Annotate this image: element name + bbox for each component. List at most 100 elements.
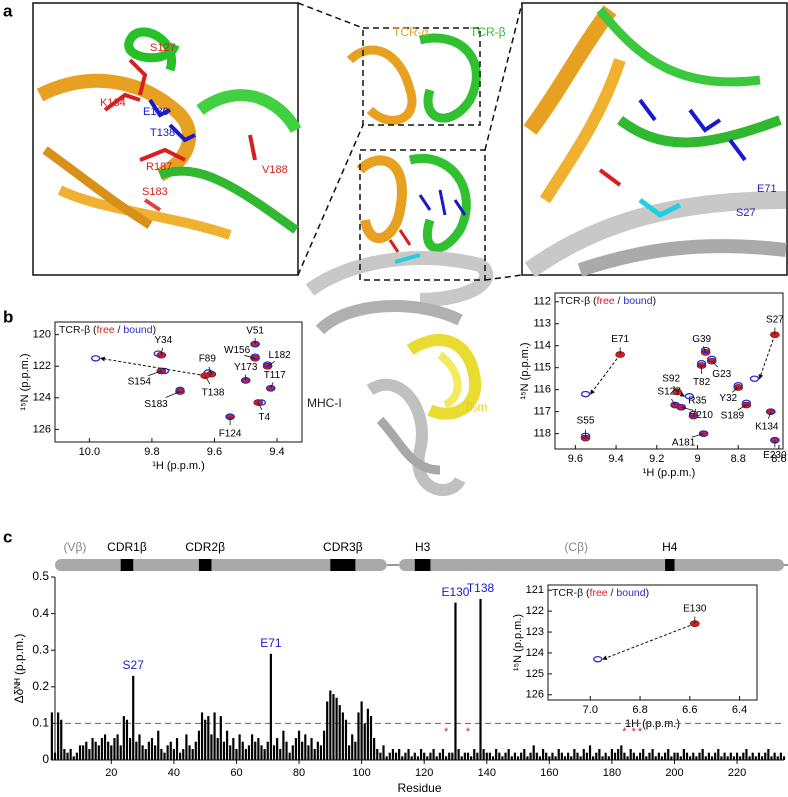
- bar: [103, 734, 107, 760]
- spectrum-title: TCR-β (free / bound): [559, 295, 656, 307]
- peak-label: R35: [688, 396, 707, 407]
- bar: [251, 734, 254, 760]
- bar: [379, 752, 382, 760]
- bar: [739, 756, 742, 760]
- y-tick-label: 0.4: [32, 606, 49, 620]
- plot-frame: [554, 292, 784, 450]
- y-tick-label: 0.1: [32, 716, 49, 730]
- bar: [294, 738, 298, 760]
- bar-annotation: E71: [260, 636, 282, 650]
- bar: [166, 745, 169, 760]
- x-tick-label: 8.8: [731, 453, 746, 465]
- y-tick-label: 114: [533, 340, 551, 352]
- bar: [326, 701, 329, 760]
- region-box: [198, 559, 212, 571]
- zoom-right: [521, 2, 788, 278]
- bound-peak: [90, 355, 101, 362]
- bar: [72, 756, 75, 760]
- title-part: bound: [616, 587, 645, 599]
- region-box: [330, 559, 356, 571]
- bound-peak: [266, 385, 276, 392]
- residue-label: T138: [150, 127, 175, 139]
- bar: [354, 741, 357, 760]
- bar: [335, 697, 338, 760]
- bar: [635, 756, 639, 760]
- peak-label: S55: [577, 416, 595, 427]
- title-part: /: [115, 324, 124, 336]
- bar: [113, 738, 116, 760]
- x-tick-label: 8.6: [771, 453, 786, 465]
- residue-label: K134: [100, 97, 126, 109]
- bar: [413, 752, 416, 760]
- structure: [297, 2, 523, 496]
- bar: [301, 741, 304, 760]
- bar: [516, 756, 520, 760]
- bar: [182, 749, 185, 760]
- bar: [588, 745, 592, 760]
- residue-label: S27: [736, 207, 756, 219]
- leader: [737, 404, 747, 411]
- bar: [416, 756, 420, 760]
- bar: [632, 752, 635, 760]
- peak-label: Y32: [719, 393, 737, 404]
- bar: [179, 752, 182, 760]
- zoom-left: [32, 2, 302, 276]
- bar: [85, 741, 88, 760]
- bar: [398, 749, 401, 760]
- peak-label: T138: [202, 387, 225, 398]
- bar: [748, 756, 751, 760]
- bar: [385, 756, 388, 760]
- bar: [761, 756, 764, 760]
- bar: [319, 745, 323, 760]
- x-tick-label: 9: [694, 453, 700, 465]
- title-part: TCR-β (: [559, 295, 597, 307]
- region-label: CDR2β: [185, 540, 225, 554]
- title-part: ): [653, 295, 657, 307]
- bar: [776, 756, 779, 760]
- bar: [407, 749, 410, 760]
- bar: [466, 752, 470, 760]
- bar: [745, 749, 748, 760]
- bar: [460, 756, 463, 760]
- bar: [160, 749, 163, 760]
- bar: [344, 719, 348, 760]
- leader: [693, 408, 697, 417]
- bar: [116, 734, 119, 760]
- y-tick-label: 117: [533, 406, 551, 418]
- bar: [257, 738, 260, 760]
- structure-label: MHC-I: [307, 396, 342, 410]
- peak-label: S183: [144, 399, 168, 410]
- bar-annotation: E130: [441, 585, 469, 599]
- bar: [742, 752, 745, 760]
- bar: [276, 738, 279, 760]
- leader: [671, 398, 676, 406]
- region-box: [414, 559, 431, 571]
- x-tick-label: 60: [230, 767, 242, 779]
- shift-arrow: [590, 354, 621, 395]
- peak-label: T4: [258, 412, 270, 423]
- bar: [229, 745, 232, 760]
- bound-peak: [684, 393, 695, 400]
- bar: [751, 752, 754, 760]
- bar: [110, 745, 113, 760]
- peak-label: F89: [199, 354, 217, 365]
- bar: [188, 745, 191, 760]
- bar-annotation: S27: [123, 658, 145, 672]
- bar: [204, 719, 207, 760]
- bar: [470, 756, 473, 760]
- bar: [225, 730, 229, 760]
- bar: [513, 752, 517, 760]
- leader: [270, 382, 274, 389]
- title-part: bound: [123, 324, 152, 336]
- x-tick-label: 160: [540, 767, 558, 779]
- bar: [107, 741, 110, 760]
- title-part: free: [97, 324, 115, 336]
- bar: [601, 756, 604, 760]
- residue-label: S127: [150, 42, 176, 54]
- bar: [645, 756, 648, 760]
- bound-peak: [580, 390, 591, 398]
- bar: [451, 752, 454, 760]
- asterisk: *: [466, 726, 471, 738]
- bar: [147, 741, 150, 760]
